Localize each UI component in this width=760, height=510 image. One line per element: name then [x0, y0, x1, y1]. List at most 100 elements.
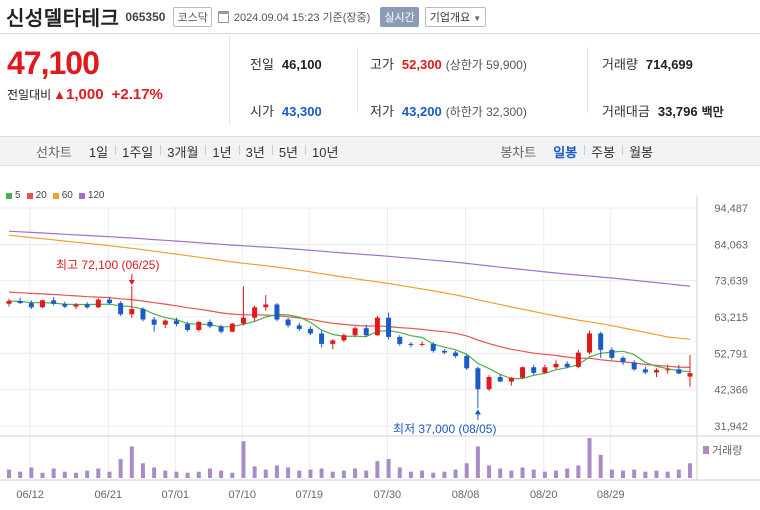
- volume-bar: [308, 469, 313, 478]
- y-tick-label: 94,487: [714, 203, 748, 215]
- candle-body: [408, 343, 414, 345]
- candle-body: [464, 356, 470, 369]
- stock-header: 신성델타테크 065350 코스닥 2024.09.04 15:23 기준(장중…: [0, 0, 760, 34]
- volume-bar: [542, 471, 547, 478]
- candle-body: [564, 363, 570, 367]
- open-value: 43,300: [281, 104, 322, 119]
- x-tick-label: 08/29: [597, 489, 625, 501]
- candle-tabs: 봉차트 일봉 주봉 월봉: [500, 142, 660, 161]
- candle-body: [654, 370, 660, 373]
- candle-body: [609, 349, 615, 358]
- tab-3year[interactable]: 3년: [238, 142, 272, 161]
- candle-body: [129, 309, 135, 315]
- legend-ma60: 60: [52, 190, 73, 201]
- candle-body: [620, 357, 626, 363]
- tab-weekly[interactable]: 주봉: [584, 142, 622, 161]
- volume-bar: [609, 469, 614, 478]
- y-tick-label: 63,215: [714, 312, 748, 324]
- volume-bar: [665, 471, 670, 478]
- up-triangle-icon: ▲: [53, 87, 67, 102]
- candle-body: [39, 300, 45, 308]
- volume-bar: [353, 468, 358, 478]
- volume-bar: [442, 471, 447, 478]
- candle-body: [263, 304, 269, 308]
- tab-1day[interactable]: 1일: [88, 144, 109, 160]
- volume-bar: [688, 463, 692, 478]
- volume-bar: [487, 465, 492, 478]
- candle-body: [397, 336, 403, 344]
- ma120-line: [8, 230, 691, 287]
- company-overview-button[interactable]: 기업개요 ▼: [424, 6, 487, 27]
- volume-bar: [297, 470, 302, 478]
- y-tick-label: 42,366: [714, 385, 748, 397]
- volume-bar: [341, 470, 346, 478]
- low-arrow-head: [474, 409, 481, 415]
- candlestick-chart[interactable]: 94,487 84,063 73,639 63,215 52,791 42,366 31,9…: [0, 176, 760, 510]
- candle-body: [341, 335, 347, 341]
- volume-bar: [364, 470, 369, 478]
- volume-bar: [174, 471, 179, 478]
- tab-daily[interactable]: 일봉: [553, 144, 578, 160]
- volume-bar: [96, 468, 101, 478]
- candle-body: [218, 326, 224, 332]
- candle-body: [296, 325, 302, 329]
- volume-bar: [621, 470, 626, 478]
- tab-10year[interactable]: 10년: [305, 142, 345, 161]
- y-tick-label: 31,942: [714, 421, 748, 433]
- volume-bar: [643, 471, 648, 478]
- high-annotation: 최고 72,100 (06/25): [56, 258, 159, 272]
- candle-body: [419, 343, 425, 345]
- x-tick-label: 07/30: [374, 489, 402, 501]
- volume-bar: [29, 467, 34, 478]
- volume-bar: [196, 471, 201, 478]
- ma60-line: [8, 234, 691, 340]
- tab-3month[interactable]: 3개월: [160, 142, 205, 161]
- volume-bar: [107, 471, 112, 478]
- volume-bar: [587, 438, 592, 478]
- y-tick-label: 52,791: [714, 348, 748, 360]
- volume-bar: [319, 468, 324, 478]
- tab-5year[interactable]: 5년: [271, 142, 305, 161]
- volume-bar: [576, 465, 581, 478]
- candle-body: [73, 304, 79, 307]
- candle-body: [520, 367, 526, 378]
- tab-monthly[interactable]: 월봉: [622, 142, 660, 161]
- candle-body: [173, 320, 179, 325]
- ma20-line: [8, 291, 691, 368]
- volume-bar: [408, 471, 413, 478]
- volume-bar: [40, 472, 45, 478]
- candle-body: [486, 377, 492, 390]
- candle-body: [575, 352, 581, 367]
- volume-label: 거래량: [602, 57, 638, 72]
- volume-bar: [453, 469, 458, 478]
- open-label: 시가: [250, 104, 274, 119]
- candle-body: [185, 324, 191, 330]
- volume-bar: [252, 466, 257, 478]
- tab-1year[interactable]: 1년: [205, 142, 238, 161]
- candle-body: [665, 369, 671, 371]
- volume: 거래량 714,699: [602, 54, 693, 73]
- prev-close-value: 46,100: [281, 57, 322, 72]
- candle-body: [497, 377, 503, 382]
- realtime-button[interactable]: 실시간: [380, 6, 419, 27]
- amount-label: 거래대금: [602, 104, 650, 119]
- candle-body: [676, 369, 682, 374]
- x-tick-label: 07/10: [229, 489, 257, 501]
- tab-1week[interactable]: 1주일: [115, 142, 160, 161]
- prev-close: 전일 46,100: [250, 54, 322, 73]
- amount-unit: 백만: [701, 105, 724, 119]
- volume-bar: [676, 469, 681, 478]
- candle-body: [642, 369, 648, 373]
- upper-limit: (상한가 59,900): [445, 58, 527, 72]
- x-tick-label: 07/01: [162, 489, 190, 501]
- change-row: 전일대비 ▲ 1,000 +2.17%: [7, 86, 229, 103]
- volume-bar: [219, 470, 224, 478]
- candle-body: [162, 320, 168, 325]
- change-percent: +2.17%: [111, 86, 163, 103]
- divider: [587, 47, 588, 113]
- volume-legend-swatch: [703, 446, 709, 454]
- volume-bar: [475, 446, 480, 478]
- low-value: 43,200: [401, 104, 442, 119]
- high-arrow-head: [128, 280, 135, 286]
- candle-body: [95, 299, 101, 308]
